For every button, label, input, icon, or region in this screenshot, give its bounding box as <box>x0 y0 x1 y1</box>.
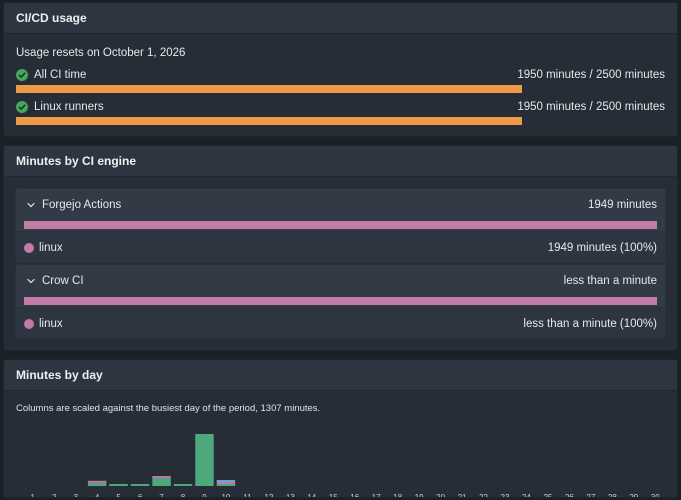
day-tick-label: 23 <box>501 493 510 498</box>
day-tick-label: 4 <box>95 493 100 498</box>
day-chart: 1 2 3 4 5 6 7 8 9 10 11 12 13 14 15 16 17 18 19 20 21 22 23 24 2… <box>31 434 660 498</box>
day-tick-label: 8 <box>181 493 186 498</box>
engine-card-crow: Crow CI less than a minute linux less th… <box>15 264 666 339</box>
day-bar-forgejo[interactable] <box>87 482 107 486</box>
check-circle-icon <box>16 69 28 81</box>
day-bar-forgejo[interactable] <box>173 484 193 486</box>
engine-bar <box>24 297 657 305</box>
day-tick-label: 27 <box>586 493 595 498</box>
day-tick-label: 14 <box>307 493 316 498</box>
day-tick-label: 1 <box>31 493 36 498</box>
day-tick-label: 17 <box>372 493 381 498</box>
day-tick-label: 5 <box>116 493 121 498</box>
day-bar-forgejo[interactable] <box>195 434 214 486</box>
engine-toggle[interactable]: Crow CI less than a minute <box>26 273 657 289</box>
day-bar-forgejo[interactable] <box>130 484 150 486</box>
usage-progress-bar <box>16 85 665 93</box>
usage-label: All CI time <box>34 69 87 81</box>
day-tick-label: 19 <box>415 493 424 498</box>
day-tick-label: 21 <box>458 493 467 498</box>
day-tick-label: 12 <box>264 493 273 498</box>
os-name: linux <box>39 317 63 330</box>
engine-os-row: linux 1949 minutes (100%) <box>16 231 665 263</box>
day-tick-label: 3 <box>73 493 78 498</box>
day-tick-label: 20 <box>436 493 445 498</box>
day-bar-forgejo[interactable] <box>109 484 128 486</box>
check-circle-icon <box>16 101 28 113</box>
engine-total: less than a minute <box>563 275 657 287</box>
day-bar-forgejo[interactable] <box>152 478 171 486</box>
engine-os-row: linux less than a minute (100%) <box>16 307 665 339</box>
usage-row-linux: Linux runners 1950 minutes / 2500 minute… <box>16 101 665 131</box>
minutes-by-day-title: Minutes by day <box>4 360 677 391</box>
os-name: linux <box>39 241 63 254</box>
ci-usage-title: CI/CD usage <box>4 3 677 34</box>
day-bar-forgejo[interactable] <box>216 484 236 486</box>
day-tick-label: 24 <box>522 493 531 498</box>
os-value: less than a minute (100%) <box>523 317 657 330</box>
day-tick-label: 2 <box>52 493 57 498</box>
chevron-down-icon[interactable] <box>26 276 36 286</box>
day-tick-label: 26 <box>565 493 574 498</box>
os-value: 1949 minutes (100%) <box>547 241 657 254</box>
day-tick-label: 15 <box>329 493 338 498</box>
day-tick-label: 11 <box>243 493 252 498</box>
day-bar-crow[interactable] <box>152 476 171 479</box>
usage-progress-bar <box>16 117 665 125</box>
ci-engine-panel: Minutes by CI engine Forgejo Actions 194… <box>3 145 678 351</box>
usage-value: 1950 minutes / 2500 minutes <box>517 101 665 113</box>
day-tick-label: 25 <box>543 493 552 498</box>
day-tick-label: 7 <box>159 493 164 498</box>
day-tick-label: 22 <box>479 493 488 498</box>
day-tick-label: 28 <box>608 493 617 498</box>
legend-dot-icon <box>24 242 34 253</box>
engine-toggle[interactable]: Forgejo Actions 1949 minutes <box>26 197 657 213</box>
day-tick-label: 18 <box>393 493 402 498</box>
day-bar-crow[interactable] <box>87 480 107 483</box>
day-tick-label: 6 <box>138 493 143 498</box>
engine-total: 1949 minutes <box>587 199 657 211</box>
day-bar-other[interactable] <box>216 480 236 482</box>
engine-bar <box>24 221 657 229</box>
engine-name: Crow CI <box>42 275 84 287</box>
day-tick-label: 30 <box>651 493 660 498</box>
ci-engine-title: Minutes by CI engine <box>4 146 677 177</box>
usage-row-all-ci: All CI time 1950 minutes / 2500 minutes <box>16 69 665 99</box>
day-tick-label: 13 <box>286 493 295 498</box>
day-chart-note: Columns are scaled against the busiest d… <box>16 403 321 414</box>
engine-card-forgejo: Forgejo Actions 1949 minutes linux 1949 … <box>15 188 666 263</box>
usage-value: 1950 minutes / 2500 minutes <box>517 69 665 81</box>
chevron-down-icon[interactable] <box>26 200 36 210</box>
day-tick-label: 10 <box>221 493 230 498</box>
ci-usage-panel: CI/CD usage Usage resets on October 1, 2… <box>3 2 678 137</box>
day-tick-label: 16 <box>350 493 359 498</box>
day-tick-label: 9 <box>202 493 207 498</box>
minutes-by-day-panel: Minutes by day Columns are scaled agains… <box>3 359 678 498</box>
usage-label: Linux runners <box>34 101 104 113</box>
legend-dot-icon <box>24 318 34 329</box>
engine-name: Forgejo Actions <box>42 199 122 211</box>
day-bar-crow[interactable] <box>216 482 236 484</box>
usage-reset-text: Usage resets on October 1, 2026 <box>16 47 186 59</box>
day-tick-label: 29 <box>629 493 638 498</box>
